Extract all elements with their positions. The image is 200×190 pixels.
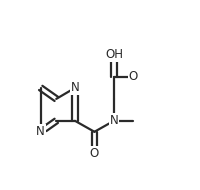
Text: N: N: [70, 81, 79, 94]
Text: O: O: [89, 147, 99, 160]
Text: O: O: [128, 70, 137, 83]
Text: OH: OH: [104, 48, 122, 62]
Text: N: N: [36, 125, 45, 138]
Text: N: N: [109, 114, 118, 127]
